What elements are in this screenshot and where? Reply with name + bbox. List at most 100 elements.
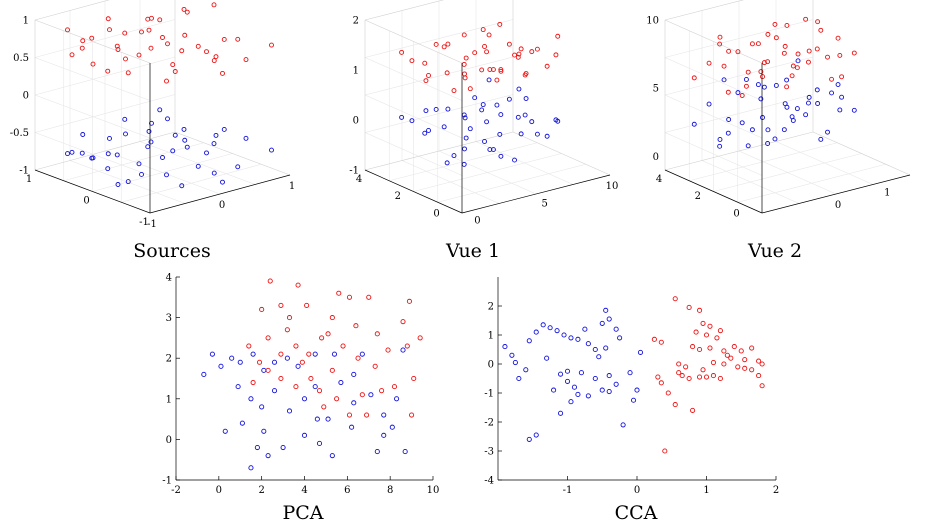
data-point-series-2 <box>494 102 500 108</box>
data-point-series-2 <box>220 179 225 185</box>
data-point-series-2 <box>80 132 86 137</box>
data-point-series-1 <box>726 48 732 54</box>
box-edge <box>812 131 911 176</box>
data-point-series-1 <box>555 33 561 39</box>
data-point-series-1 <box>265 335 271 341</box>
data-point-series-2 <box>204 150 209 156</box>
z-tick-label: 5 <box>653 84 659 95</box>
data-point-series-2 <box>795 58 801 64</box>
x-tick-label: 0 <box>216 485 222 496</box>
data-point-series-2 <box>773 83 779 88</box>
data-point-series-2 <box>765 141 771 146</box>
data-point-series-1 <box>164 78 169 84</box>
data-point-series-1 <box>658 380 664 386</box>
data-point-series-2 <box>568 335 574 341</box>
data-point-series-1 <box>107 27 112 33</box>
data-point-series-2 <box>599 387 605 393</box>
data-point-series-1 <box>278 302 284 308</box>
y-tick-label: 1 <box>488 331 494 342</box>
data-point-series-1 <box>115 47 121 52</box>
box-edge <box>174 131 291 176</box>
data-point-series-1 <box>794 65 800 71</box>
data-point-series-1 <box>697 307 703 313</box>
data-point-series-2 <box>157 107 163 113</box>
x-tick-label: 0 <box>634 485 640 496</box>
data-point-series-1 <box>686 304 692 311</box>
data-point-series-2 <box>613 326 619 332</box>
data-point-series-1 <box>773 35 779 41</box>
data-point-series-1 <box>738 348 744 354</box>
data-point-series-1 <box>400 319 406 325</box>
data-point-series-1 <box>359 392 365 398</box>
data-point-series-1 <box>693 329 699 335</box>
data-point-series-1 <box>286 315 293 321</box>
data-point-series-2 <box>691 121 697 127</box>
data-point-series-1 <box>484 49 490 55</box>
data-point-series-2 <box>596 354 602 360</box>
data-point-series-1 <box>149 15 154 21</box>
data-point-series-1 <box>172 69 178 74</box>
data-point-series-2 <box>516 86 522 92</box>
data-point-series-2 <box>265 453 271 459</box>
data-point-series-1 <box>372 363 378 369</box>
x-tick-label: -1 <box>147 219 157 230</box>
data-point-series-1 <box>714 335 720 341</box>
data-point-series-2 <box>114 152 120 158</box>
data-point-series-2 <box>544 133 550 139</box>
data-point-series-2 <box>107 135 112 141</box>
data-point-series-1 <box>125 70 131 76</box>
data-point-series-1 <box>686 375 692 382</box>
data-point-series-1 <box>506 41 512 47</box>
data-point-series-1 <box>745 69 751 75</box>
data-point-series-1 <box>707 345 713 351</box>
z-tick-label: -0.5 <box>10 128 29 139</box>
data-point-series-1 <box>518 46 524 52</box>
data-point-series-1 <box>781 50 787 56</box>
data-point-series-2 <box>533 329 539 335</box>
data-point-series-1 <box>717 34 723 40</box>
data-point-series-1 <box>278 375 284 382</box>
data-point-series-1 <box>353 323 359 329</box>
data-point-series-1 <box>284 327 290 333</box>
data-point-series-1 <box>445 41 451 47</box>
data-point-series-1 <box>462 75 468 81</box>
data-point-series-2 <box>179 183 185 189</box>
data-point-series-2 <box>65 151 70 157</box>
data-point-series-1 <box>105 16 111 22</box>
data-point-series-1 <box>676 370 682 376</box>
data-point-series-1 <box>759 383 765 389</box>
y-tick-label: -1 <box>484 389 494 400</box>
data-point-series-2 <box>280 444 286 451</box>
data-point-series-2 <box>284 355 290 361</box>
data-point-series-2 <box>558 410 564 416</box>
data-point-series-2 <box>825 129 830 135</box>
data-point-series-2 <box>271 359 278 365</box>
x-tick-label: 0 <box>219 200 225 211</box>
y-tick-label: 2 <box>488 302 494 313</box>
data-point-series-1 <box>160 35 165 40</box>
data-point-series-2 <box>721 77 727 83</box>
data-point-series-2 <box>170 148 176 154</box>
data-point-series-2 <box>585 393 591 399</box>
data-point-series-1 <box>211 2 217 8</box>
box-edge <box>664 19 763 64</box>
data-point-series-1 <box>743 83 749 89</box>
data-point-series-1 <box>784 84 790 90</box>
data-point-series-1 <box>220 70 225 76</box>
data-point-series-2 <box>314 416 320 422</box>
data-point-series-2 <box>772 136 778 142</box>
grid-line <box>413 153 562 192</box>
data-point-series-2 <box>749 127 755 133</box>
data-point-series-2 <box>603 307 609 313</box>
data-point-series-1 <box>482 44 487 49</box>
data-point-series-1 <box>700 320 706 326</box>
data-point-series-1 <box>404 343 410 349</box>
data-point-series-2 <box>765 127 771 133</box>
data-point-series-2 <box>755 82 761 88</box>
data-point-series-1 <box>697 374 703 380</box>
data-point-series-2 <box>606 388 612 395</box>
data-point-series-2 <box>790 118 796 123</box>
data-point-series-2 <box>148 139 154 145</box>
data-point-series-2 <box>515 114 521 120</box>
data-point-series-1 <box>346 294 353 300</box>
